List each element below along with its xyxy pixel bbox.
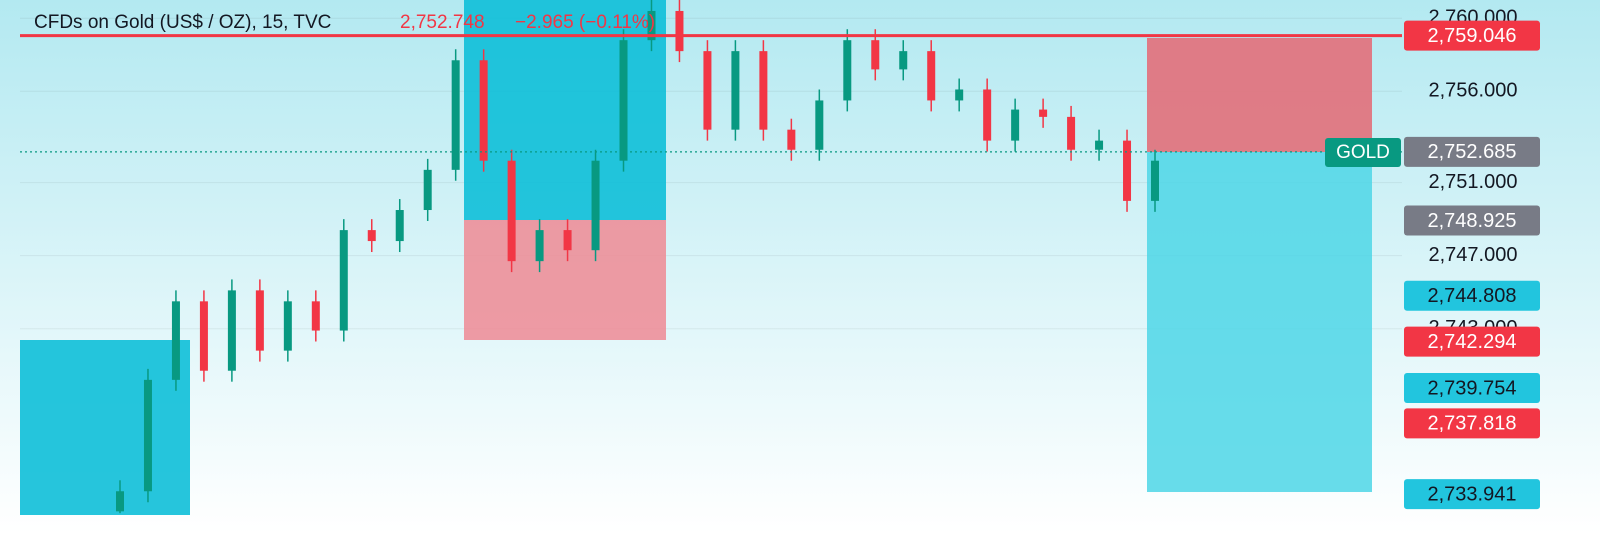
price-badge-label: 2,737.818 bbox=[1428, 413, 1517, 435]
price-badge-label: 2,742.294 bbox=[1428, 331, 1517, 353]
price-lines bbox=[20, 34, 1402, 153]
candles bbox=[116, 0, 1159, 514]
candle-body bbox=[619, 40, 628, 161]
candle-body bbox=[927, 51, 936, 101]
candle-body bbox=[1067, 116, 1076, 150]
candle-body bbox=[899, 51, 908, 70]
price-badge-label: 2,752.685 bbox=[1428, 141, 1517, 163]
candle-body bbox=[1095, 140, 1104, 150]
candle-body bbox=[591, 160, 600, 251]
y-tick-label: 2,756.000 bbox=[1429, 80, 1518, 102]
candle-body bbox=[367, 230, 376, 242]
candle-body bbox=[255, 290, 264, 351]
candle-body bbox=[227, 290, 236, 371]
price-badge-label: 2,739.754 bbox=[1428, 377, 1517, 399]
price-badge bbox=[1404, 326, 1540, 357]
candle-body bbox=[451, 60, 460, 170]
price-badge bbox=[1404, 408, 1540, 439]
candle-body bbox=[1151, 160, 1159, 201]
candle-body bbox=[535, 230, 544, 262]
candle-body bbox=[759, 51, 768, 130]
candle-body bbox=[507, 160, 516, 262]
price-badge bbox=[1404, 205, 1540, 236]
candle-body bbox=[955, 89, 964, 101]
position-loss-zone bbox=[1147, 38, 1372, 152]
candle-body bbox=[339, 230, 348, 331]
candle-body bbox=[143, 379, 152, 492]
candle-body bbox=[1123, 140, 1132, 201]
price-axis: 2,760.0002,756.0002,751.0002,747.0002,74… bbox=[1404, 7, 1540, 510]
candle-body bbox=[787, 129, 796, 150]
symbol-badge bbox=[1325, 138, 1401, 167]
candle-body bbox=[703, 51, 712, 130]
candle-body bbox=[311, 301, 320, 331]
position-profit-zone bbox=[1147, 152, 1372, 492]
price-badge bbox=[1404, 373, 1540, 404]
candle-body bbox=[731, 51, 740, 130]
candle-body bbox=[843, 40, 852, 101]
price-badge-label: 2,748.925 bbox=[1428, 210, 1517, 232]
price-badge-label: 2,759.046 bbox=[1428, 25, 1517, 47]
candle-body bbox=[1011, 109, 1020, 141]
candle-body bbox=[1039, 109, 1048, 117]
candle-body bbox=[116, 491, 124, 512]
candle-body bbox=[283, 301, 292, 351]
symbol-label: GOLD bbox=[1336, 142, 1390, 163]
price-badge bbox=[1404, 479, 1540, 510]
price-badge bbox=[1404, 280, 1540, 311]
candle-body bbox=[171, 301, 180, 380]
price-change: −2.965 (−0.11%) bbox=[515, 12, 655, 33]
symbol-title: CFDs on Gold (US$ / OZ), 15, TVC bbox=[34, 12, 331, 33]
candle-body bbox=[815, 100, 824, 150]
last-price: 2,752.748 bbox=[400, 12, 485, 33]
y-tick-label: 2,751.000 bbox=[1429, 171, 1518, 193]
candle-body bbox=[423, 169, 432, 211]
candle-body bbox=[395, 210, 404, 242]
price-badge-label: 2,733.941 bbox=[1428, 483, 1517, 505]
candle-body bbox=[199, 301, 208, 371]
price-badge bbox=[1404, 136, 1540, 167]
candle-body bbox=[675, 10, 684, 52]
y-tick-label: 2,747.000 bbox=[1429, 244, 1518, 266]
price-badge-label: 2,744.808 bbox=[1428, 285, 1517, 307]
candle-body bbox=[479, 60, 488, 161]
candle-body bbox=[647, 10, 656, 41]
position-profit-zone bbox=[20, 340, 190, 515]
candle-body bbox=[983, 89, 992, 141]
candle-body bbox=[563, 230, 572, 251]
price-badge bbox=[1404, 20, 1540, 51]
candle-body bbox=[871, 40, 880, 70]
